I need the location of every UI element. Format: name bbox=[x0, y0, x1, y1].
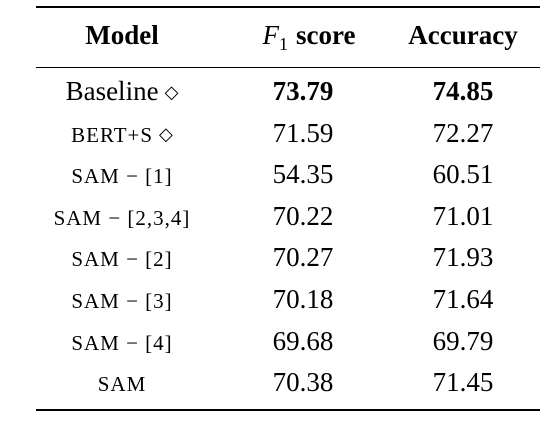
table-row: SAM − [4] 69.68 69.79 bbox=[36, 322, 540, 360]
bottom-rule bbox=[36, 409, 540, 411]
model-cell: SAM − [4] bbox=[36, 322, 208, 360]
table-row: SAM − [2,3,4] 70.22 71.01 bbox=[36, 197, 540, 235]
header-accuracy: Accuracy bbox=[408, 20, 518, 50]
model-cell: Baseline ◇ bbox=[36, 72, 208, 110]
table-row: SAM 70.38 71.45 bbox=[36, 363, 540, 401]
accuracy-cell: 71.01 bbox=[432, 200, 494, 231]
table-row: BERT+S ◇ 71.59 72.27 bbox=[36, 114, 540, 152]
model-name: Baseline bbox=[65, 76, 159, 106]
model-name: BERT+S bbox=[71, 122, 154, 147]
table-row: SAM − [2] 70.27 71.93 bbox=[36, 238, 540, 276]
table-row: Baseline ◇ 73.79 74.85 bbox=[36, 72, 540, 110]
model-cell: SAM − [1] bbox=[36, 155, 208, 193]
model-name: SAM − [3] bbox=[71, 289, 173, 313]
table-row: SAM − [3] 70.18 71.64 bbox=[36, 280, 540, 318]
model-cell: SAM bbox=[36, 363, 208, 401]
diamond-icon: ◇ bbox=[159, 123, 173, 144]
accuracy-cell: 74.85 bbox=[432, 76, 494, 106]
f1-cell: 70.38 bbox=[272, 367, 334, 398]
model-name: SAM − [1] bbox=[71, 164, 173, 189]
model-name: SAM − [4] bbox=[71, 330, 173, 355]
model-cell: BERT+S ◇ bbox=[36, 114, 208, 152]
accuracy-cell: 71.93 bbox=[432, 242, 494, 273]
f1-cell: 70.22 bbox=[272, 200, 334, 231]
model-cell: SAM − [2] bbox=[36, 238, 208, 276]
model-cell: SAM − [3] bbox=[36, 280, 208, 318]
model-cell: SAM − [2,3,4] bbox=[36, 197, 208, 235]
model-name: SAM bbox=[97, 372, 147, 397]
accuracy-cell: 60.51 bbox=[432, 159, 494, 190]
header-model: Model bbox=[85, 20, 159, 50]
header-rule bbox=[36, 67, 540, 68]
header-f1-subscript: 1 bbox=[279, 34, 288, 54]
f1-cell: 70.27 bbox=[272, 242, 334, 273]
f1-cell: 71.59 bbox=[272, 117, 334, 148]
model-name: SAM − [2,3,4] bbox=[53, 205, 191, 230]
accuracy-cell: 69.79 bbox=[432, 325, 494, 356]
diamond-icon: ◇ bbox=[164, 82, 179, 102]
f1-cell: 54.35 bbox=[272, 159, 334, 190]
f1-cell: 73.79 bbox=[272, 76, 334, 106]
table-row: SAM − [1] 54.35 60.51 bbox=[36, 155, 540, 193]
accuracy-cell: 72.27 bbox=[432, 117, 494, 148]
header-f1-score: F1 score bbox=[234, 18, 384, 54]
header-f1-suffix: score bbox=[296, 20, 356, 50]
f1-cell: 70.18 bbox=[272, 284, 334, 314]
model-name: SAM − [2] bbox=[71, 247, 173, 272]
header-f1-symbol: F bbox=[262, 20, 280, 50]
f1-cell: 69.68 bbox=[272, 325, 334, 356]
accuracy-cell: 71.45 bbox=[432, 367, 494, 398]
accuracy-cell: 71.64 bbox=[432, 284, 494, 314]
top-rule bbox=[36, 6, 540, 8]
